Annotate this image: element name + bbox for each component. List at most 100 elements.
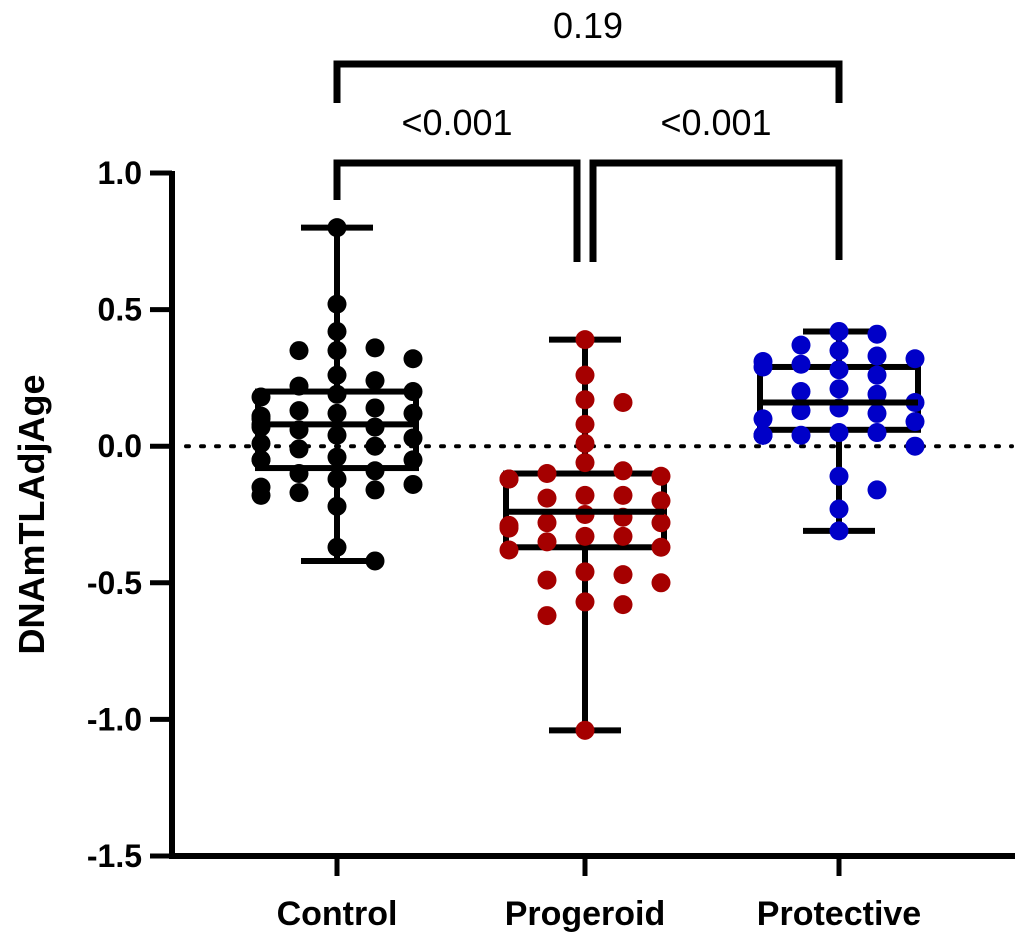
data-point [829,521,849,541]
data-point [327,496,347,516]
data-point [829,360,849,380]
significance-bracket [333,159,581,262]
data-point [613,526,633,546]
data-point [327,447,347,467]
data-point [575,526,595,546]
p-value-label: 0.19 [553,5,623,46]
data-point [575,485,595,505]
data-point [403,450,423,470]
data-point [289,439,309,459]
data-point [829,379,849,399]
data-point [867,324,887,344]
data-point [327,341,347,361]
data-point [905,436,925,456]
data-point [753,409,773,429]
data-point [327,365,347,385]
data-point [537,513,557,533]
data-point [575,720,595,740]
data-point [651,491,671,511]
y-tick-label: 0.5 [98,292,142,328]
significance-bracket [589,159,843,262]
data-point [327,537,347,557]
data-point [791,382,811,402]
y-tick-label: -1.0 [87,701,142,737]
data-point [575,562,595,582]
data-point [791,425,811,445]
data-point [537,464,557,484]
data-point [867,403,887,423]
data-point [289,401,309,421]
significance-bracket [333,60,843,103]
data-point [327,469,347,489]
data-point [791,401,811,421]
data-point [403,403,423,423]
data-point [613,461,633,481]
data-point [365,338,385,358]
x-category-label: Progeroid [505,895,666,933]
data-point [651,466,671,486]
data-point [651,573,671,593]
data-point [829,321,849,341]
data-point [251,485,271,505]
data-point [575,330,595,350]
data-point [753,425,773,445]
data-point [289,464,309,484]
data-point [327,218,347,238]
data-point [575,390,595,410]
data-point [867,423,887,443]
data-point [403,349,423,369]
data-point [867,346,887,366]
data-point [365,461,385,481]
data-point [289,341,309,361]
y-tick-label: 0.0 [98,428,142,464]
data-point [365,398,385,418]
data-point [537,488,557,508]
data-point [575,414,595,434]
data-point [327,425,347,445]
data-point [289,376,309,396]
data-point [499,518,519,538]
data-point [575,453,595,473]
data-point [905,349,925,369]
data-point [753,357,773,377]
data-point [829,423,849,443]
data-point [613,485,633,505]
data-point [867,365,887,385]
data-point [791,335,811,355]
data-point [251,433,271,453]
data-point [651,513,671,533]
data-point [289,483,309,503]
data-point [251,450,271,470]
data-point [829,341,849,361]
data-point [575,365,595,385]
data-point [403,474,423,494]
data-point [537,570,557,590]
data-point [791,354,811,374]
data-point [327,321,347,341]
y-tick-label: 1.0 [98,155,142,191]
data-point [365,371,385,391]
data-point [613,595,633,615]
data-point [867,480,887,500]
data-point [403,428,423,448]
data-point [365,480,385,500]
data-point [327,403,347,423]
data-point [327,384,347,404]
x-category-label: Protective [757,895,921,933]
data-point [403,382,423,402]
data-point [251,387,271,407]
data-point [537,606,557,626]
p-value-label: <0.001 [660,102,771,143]
data-point [575,592,595,612]
data-point [499,540,519,560]
data-point [613,565,633,585]
data-point [651,537,671,557]
y-tick-label: -1.5 [87,838,142,874]
data-point [829,499,849,519]
y-axis-title: DNAmTLAdjAge [11,375,52,655]
data-point [867,384,887,404]
data-point [499,469,519,489]
p-value-label: <0.001 [401,102,512,143]
